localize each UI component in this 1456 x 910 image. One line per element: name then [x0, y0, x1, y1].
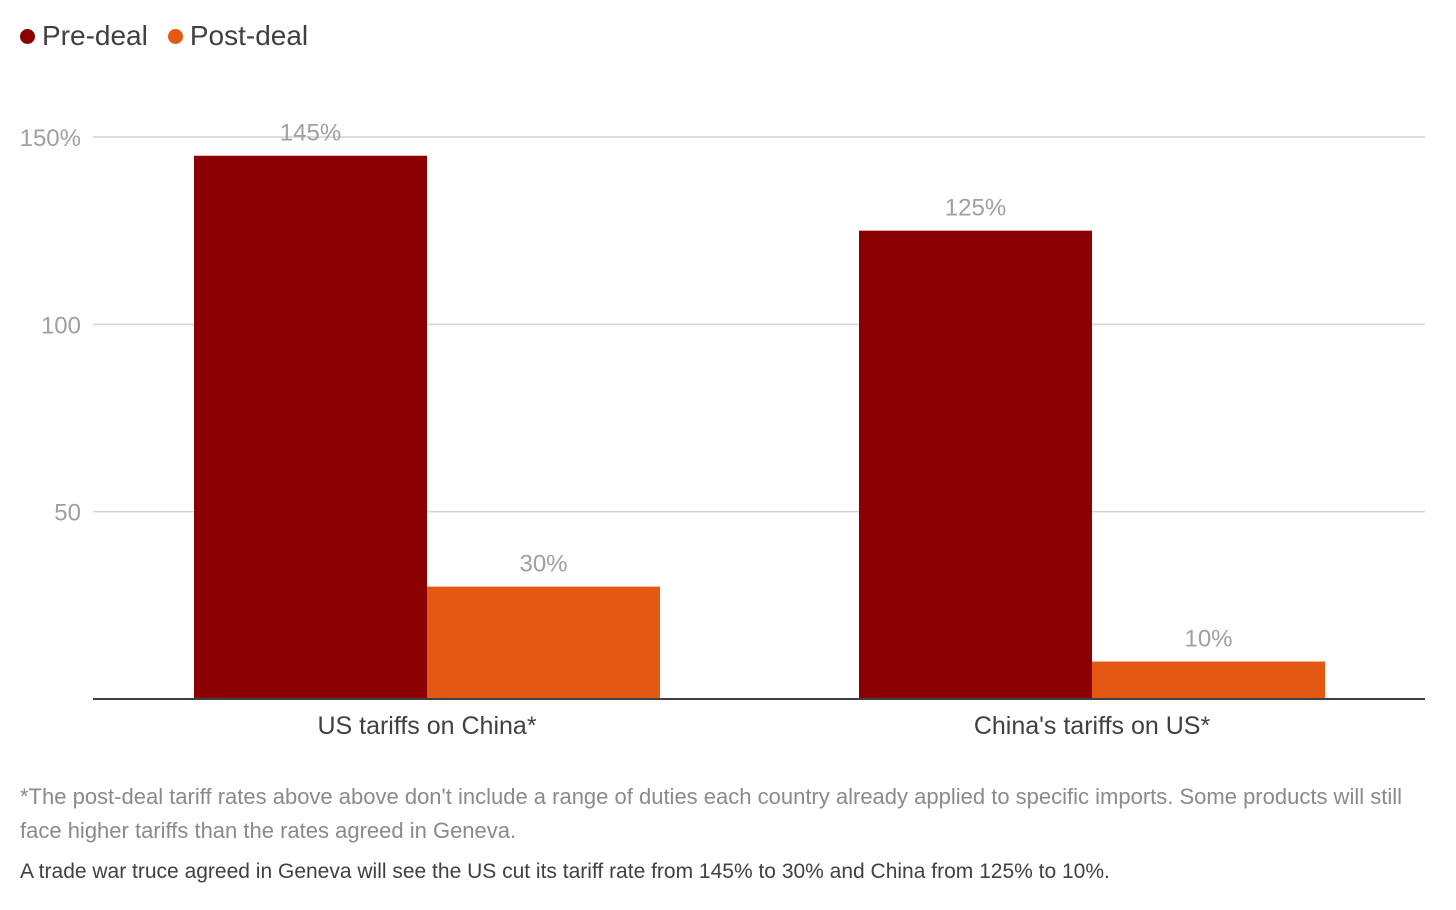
- legend-label-post-deal: Post-deal: [189, 20, 309, 51]
- bar: [427, 586, 660, 699]
- chart-footnote: *The post-deal tariff rates above above …: [20, 784, 1402, 843]
- bar: [859, 230, 1092, 699]
- bar: [1092, 661, 1325, 699]
- legend-item-pre-deal: Pre-deal: [20, 20, 148, 52]
- bar-chart: 50 100 150% 145% 125% 30% 10% US tariffs on Chi…: [20, 120, 1425, 740]
- chart-legend: Pre-deal Post-deal: [20, 16, 308, 56]
- y-tick-label: 150%: [20, 125, 81, 152]
- y-tick-label: 100: [41, 312, 81, 339]
- data-label: 30%: [519, 551, 567, 578]
- chart-caption: A trade war truce agreed in Geneva will …: [20, 860, 1110, 883]
- x-category-label: China's tariffs on US*: [974, 712, 1211, 740]
- bar: [194, 155, 427, 699]
- y-tick-label: 50: [54, 500, 81, 527]
- legend-swatch-pre-deal: [20, 28, 35, 44]
- legend-item-post-deal: Post-deal: [167, 20, 309, 52]
- legend-label-pre-deal: Pre-deal: [42, 20, 148, 51]
- data-label: 125%: [945, 195, 1006, 222]
- legend-swatch-post-deal: [167, 28, 183, 44]
- data-label: 145%: [280, 120, 341, 147]
- x-category-label: US tariffs on China*: [317, 712, 536, 740]
- data-label: 10%: [1184, 626, 1232, 653]
